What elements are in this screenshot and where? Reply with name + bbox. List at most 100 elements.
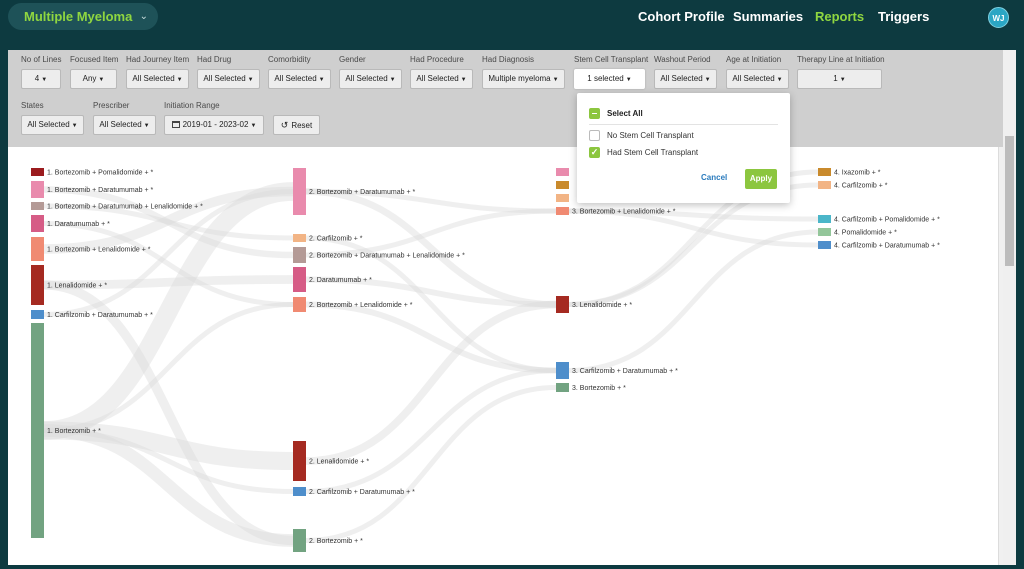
sankey-node[interactable]	[818, 228, 831, 236]
sankey-node[interactable]	[293, 297, 306, 312]
sankey-node[interactable]	[556, 362, 569, 379]
sankey-node[interactable]	[31, 310, 44, 319]
filter-stem-cell-transplant[interactable]: 1 selected ▼	[574, 69, 645, 89]
filter-initiation-range[interactable]: 2019-01 - 2023-02 ▼	[164, 115, 264, 135]
select-all-checkbox[interactable]	[589, 108, 600, 119]
sankey-flow[interactable]	[568, 229, 819, 373]
sankey-node[interactable]	[556, 168, 569, 176]
filter-focused-item-value: Any	[82, 74, 97, 83]
sankey-flow[interactable]	[305, 301, 557, 374]
nav-reports[interactable]: Reports	[815, 9, 865, 24]
cancel-button[interactable]: Cancel	[701, 173, 728, 182]
sankey-node[interactable]	[293, 247, 306, 263]
filter-had-procedure[interactable]: All Selected ▼	[410, 69, 473, 89]
filter-gender[interactable]: All Selected ▼	[339, 69, 402, 89]
sankey-node[interactable]	[818, 215, 831, 223]
sankey-node[interactable]	[293, 529, 306, 552]
sankey-node[interactable]	[293, 441, 306, 481]
had-stem-cell-transplant-label[interactable]: Had Stem Cell Transplant	[607, 148, 699, 157]
apply-button[interactable]: Apply	[745, 169, 777, 189]
caret-down-icon: ▼	[98, 77, 105, 83]
sankey-flow[interactable]	[305, 300, 557, 465]
user-avatar[interactable]: WJ	[988, 7, 1009, 28]
sankey-node[interactable]	[31, 323, 44, 538]
sankey-flow[interactable]	[43, 280, 294, 546]
reset-label: Reset	[291, 121, 313, 130]
cohort-selector[interactable]: Multiple Myeloma ⌄	[8, 3, 158, 30]
nav-triggers[interactable]: Triggers	[878, 9, 930, 24]
sankey-node-label: 1. Bortezomib + Daratumumab + *	[47, 187, 153, 194]
sankey-node[interactable]	[31, 265, 44, 305]
sankey-flow[interactable]	[43, 275, 294, 290]
filter-label-therapy-line: Therapy Line at Initiation	[797, 55, 885, 64]
sankey-node[interactable]	[293, 267, 306, 292]
page-scrollbar[interactable]	[1003, 50, 1016, 565]
sankey-flow[interactable]	[43, 428, 294, 494]
filter-no-of-lines[interactable]: 4 ▼	[21, 69, 61, 89]
sankey-flow[interactable]	[305, 368, 557, 494]
sankey-flow[interactable]	[568, 208, 819, 248]
sankey-flow[interactable]	[43, 189, 294, 317]
sankey-flow[interactable]	[43, 182, 294, 440]
filter-age-at-initiation-value: All Selected	[732, 74, 775, 83]
had-stem-cell-transplant-checkbox[interactable]: ✓	[589, 147, 600, 158]
sankey-node-label: 1. Bortezomib + *	[47, 428, 101, 435]
sankey-flow[interactable]	[305, 188, 557, 308]
filter-comorbidity[interactable]: All Selected ▼	[268, 69, 331, 89]
filter-stem-cell-transplant-value: 1 selected	[587, 74, 624, 83]
sankey-flow[interactable]	[305, 385, 557, 543]
sankey-node[interactable]	[556, 207, 569, 215]
filter-label-focused-item: Focused Item	[70, 55, 119, 64]
sankey-flow[interactable]	[305, 189, 557, 214]
sankey-node-label: 3. Bortezomib + *	[572, 385, 626, 392]
sankey-flow[interactable]	[305, 276, 557, 308]
filter-comorbidity-value: All Selected	[274, 74, 317, 83]
filter-therapy-line[interactable]: 1 ▼	[797, 69, 882, 89]
sankey-node-label: 3. Lenalidomide + *	[572, 302, 632, 309]
filter-had-journey-item[interactable]: All Selected ▼	[126, 69, 189, 89]
sankey-node[interactable]	[31, 202, 44, 210]
nav-summaries[interactable]: Summaries	[733, 9, 804, 24]
nav-cohort-profile[interactable]: Cohort Profile	[638, 9, 725, 24]
select-all-label[interactable]: Select All	[607, 109, 643, 118]
sankey-node[interactable]	[293, 487, 306, 496]
sankey-node[interactable]	[293, 168, 306, 215]
sankey-flow[interactable]	[43, 186, 294, 259]
sankey-chart-panel: 1. Bortezomib + Pomalidomide + * 1. Borte…	[8, 147, 1016, 565]
sankey-node[interactable]	[31, 168, 44, 176]
sankey-node[interactable]	[818, 168, 831, 176]
sankey-node[interactable]	[31, 181, 44, 198]
page-scrollbar-thumb[interactable]	[1005, 136, 1014, 266]
filter-label-had-journey-item: Had Journey Item	[126, 55, 190, 64]
sankey-flow[interactable]	[43, 203, 294, 241]
filter-washout-period[interactable]: All Selected ▼	[654, 69, 717, 89]
sankey-node[interactable]	[818, 181, 831, 189]
filter-prescriber[interactable]: All Selected ▼	[93, 115, 156, 135]
filter-had-drug[interactable]: All Selected ▼	[197, 69, 260, 89]
sankey-node[interactable]	[818, 241, 831, 249]
sankey-node[interactable]	[556, 194, 569, 202]
sankey-node[interactable]	[31, 215, 44, 232]
sankey-node[interactable]	[556, 383, 569, 392]
sankey-flow[interactable]	[305, 208, 557, 258]
filter-focused-item[interactable]: Any ▼	[70, 69, 117, 89]
sankey-flow[interactable]	[43, 424, 294, 547]
sankey-node[interactable]	[556, 296, 569, 313]
filter-had-diagnosis[interactable]: Multiple myeloma ▼	[482, 69, 565, 89]
sankey-node[interactable]	[31, 237, 44, 261]
sankey-flow[interactable]	[305, 235, 557, 373]
calendar-icon	[171, 121, 180, 128]
no-stem-cell-transplant-checkbox[interactable]	[589, 130, 600, 141]
reset-button[interactable]: ↺ Reset	[273, 115, 320, 135]
sankey-node[interactable]	[293, 234, 306, 242]
filter-states[interactable]: All Selected ▼	[21, 115, 84, 135]
sankey-flow[interactable]	[43, 421, 294, 470]
sankey-flow[interactable]	[43, 221, 294, 307]
no-stem-cell-transplant-label[interactable]: No Stem Cell Transplant	[607, 131, 694, 140]
sankey-node[interactable]	[556, 181, 569, 189]
sankey-flow[interactable]	[43, 186, 294, 254]
sankey-flow[interactable]	[43, 302, 294, 433]
filter-age-at-initiation[interactable]: All Selected ▼	[726, 69, 789, 89]
sankey-flow[interactable]	[568, 208, 819, 222]
sankey-node-label: 2. Bortezomib + Lenalidomide + *	[309, 302, 413, 309]
